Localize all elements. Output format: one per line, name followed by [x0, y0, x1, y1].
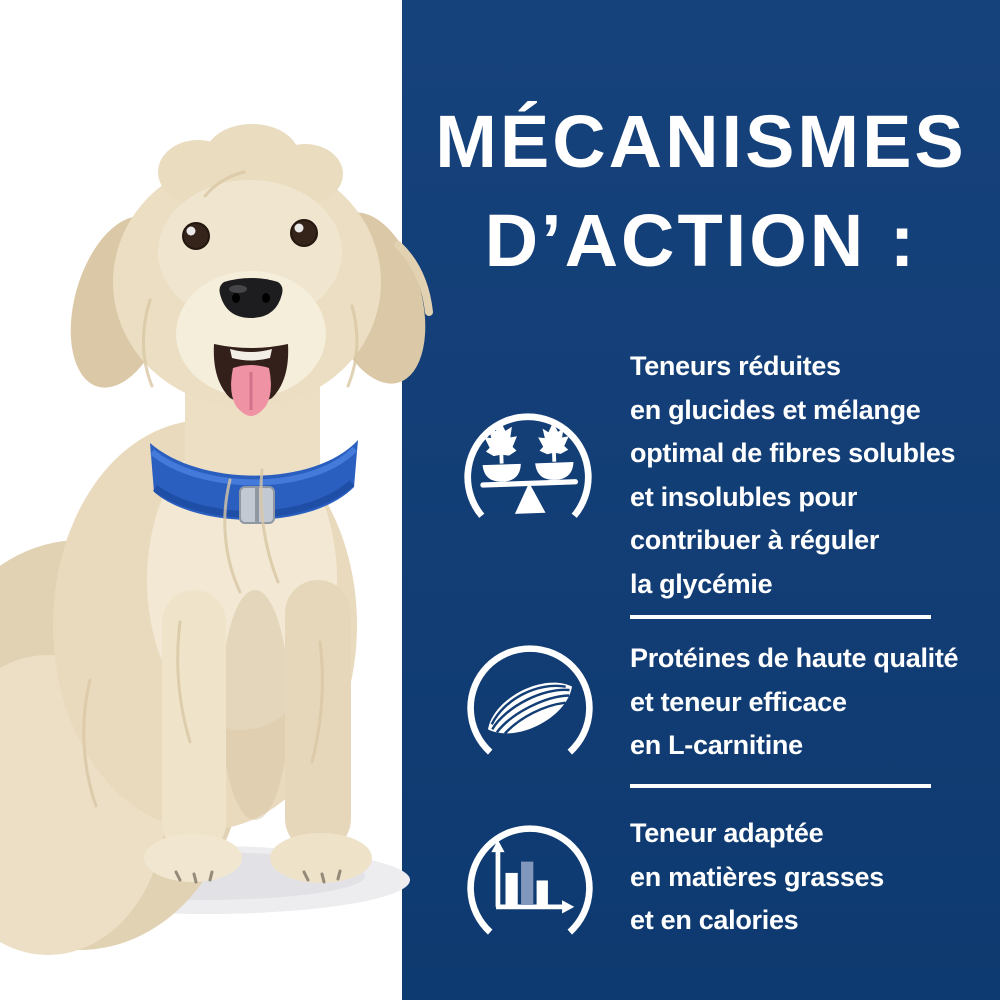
bullet-3-line: en matières grasses	[630, 861, 884, 892]
dog-eyes	[182, 219, 318, 250]
bullet-3-text: Teneur adaptée en matières grasses et en…	[630, 812, 990, 943]
dog-fur-texture	[82, 170, 359, 808]
bullet-1-line: la glycémie	[630, 568, 773, 599]
dog-collar	[150, 440, 358, 524]
dog-nose	[219, 278, 283, 318]
bullet-1-line: optimal de fibres solubles	[630, 438, 956, 468]
title-line-1: MÉCANISMES	[435, 100, 967, 183]
bullet-3-line: et en calories	[630, 905, 799, 935]
bullet-2-line: et teneur efficace	[630, 686, 847, 717]
dog-front-legs	[144, 580, 372, 884]
seed-icon	[467, 645, 593, 755]
bullet-1-line: en glucides et mélange	[630, 394, 921, 425]
bullet-3-line: Teneur adaptée	[630, 818, 824, 848]
dog-muzzle	[176, 271, 326, 397]
bullet-1-text: Teneurs réduites en glucides et mélange …	[630, 345, 990, 606]
bullet-1-line: et insolubles pour	[630, 481, 858, 512]
dog-photo-area	[0, 0, 440, 1000]
bullet-1-line: contribuer à réguler	[630, 525, 880, 555]
separator	[630, 784, 931, 788]
dog-photo	[0, 124, 433, 955]
separator	[630, 615, 931, 619]
bullet-1-line: Teneurs réduites	[630, 351, 841, 381]
bullet-2-line: Protéines de haute qualité	[630, 643, 959, 673]
bullet-2-text: Protéines de haute qualité et teneur eff…	[630, 637, 990, 768]
bar-chart-icon	[467, 825, 593, 935]
balance-leaves-icon	[464, 413, 592, 518]
dog-mouth	[213, 344, 289, 416]
title-line-2: D’ACTION :	[484, 199, 918, 282]
bullet-2-line: en L-carnitine	[630, 730, 803, 760]
page-title: MÉCANISMES D’ACTION :	[402, 92, 1000, 290]
